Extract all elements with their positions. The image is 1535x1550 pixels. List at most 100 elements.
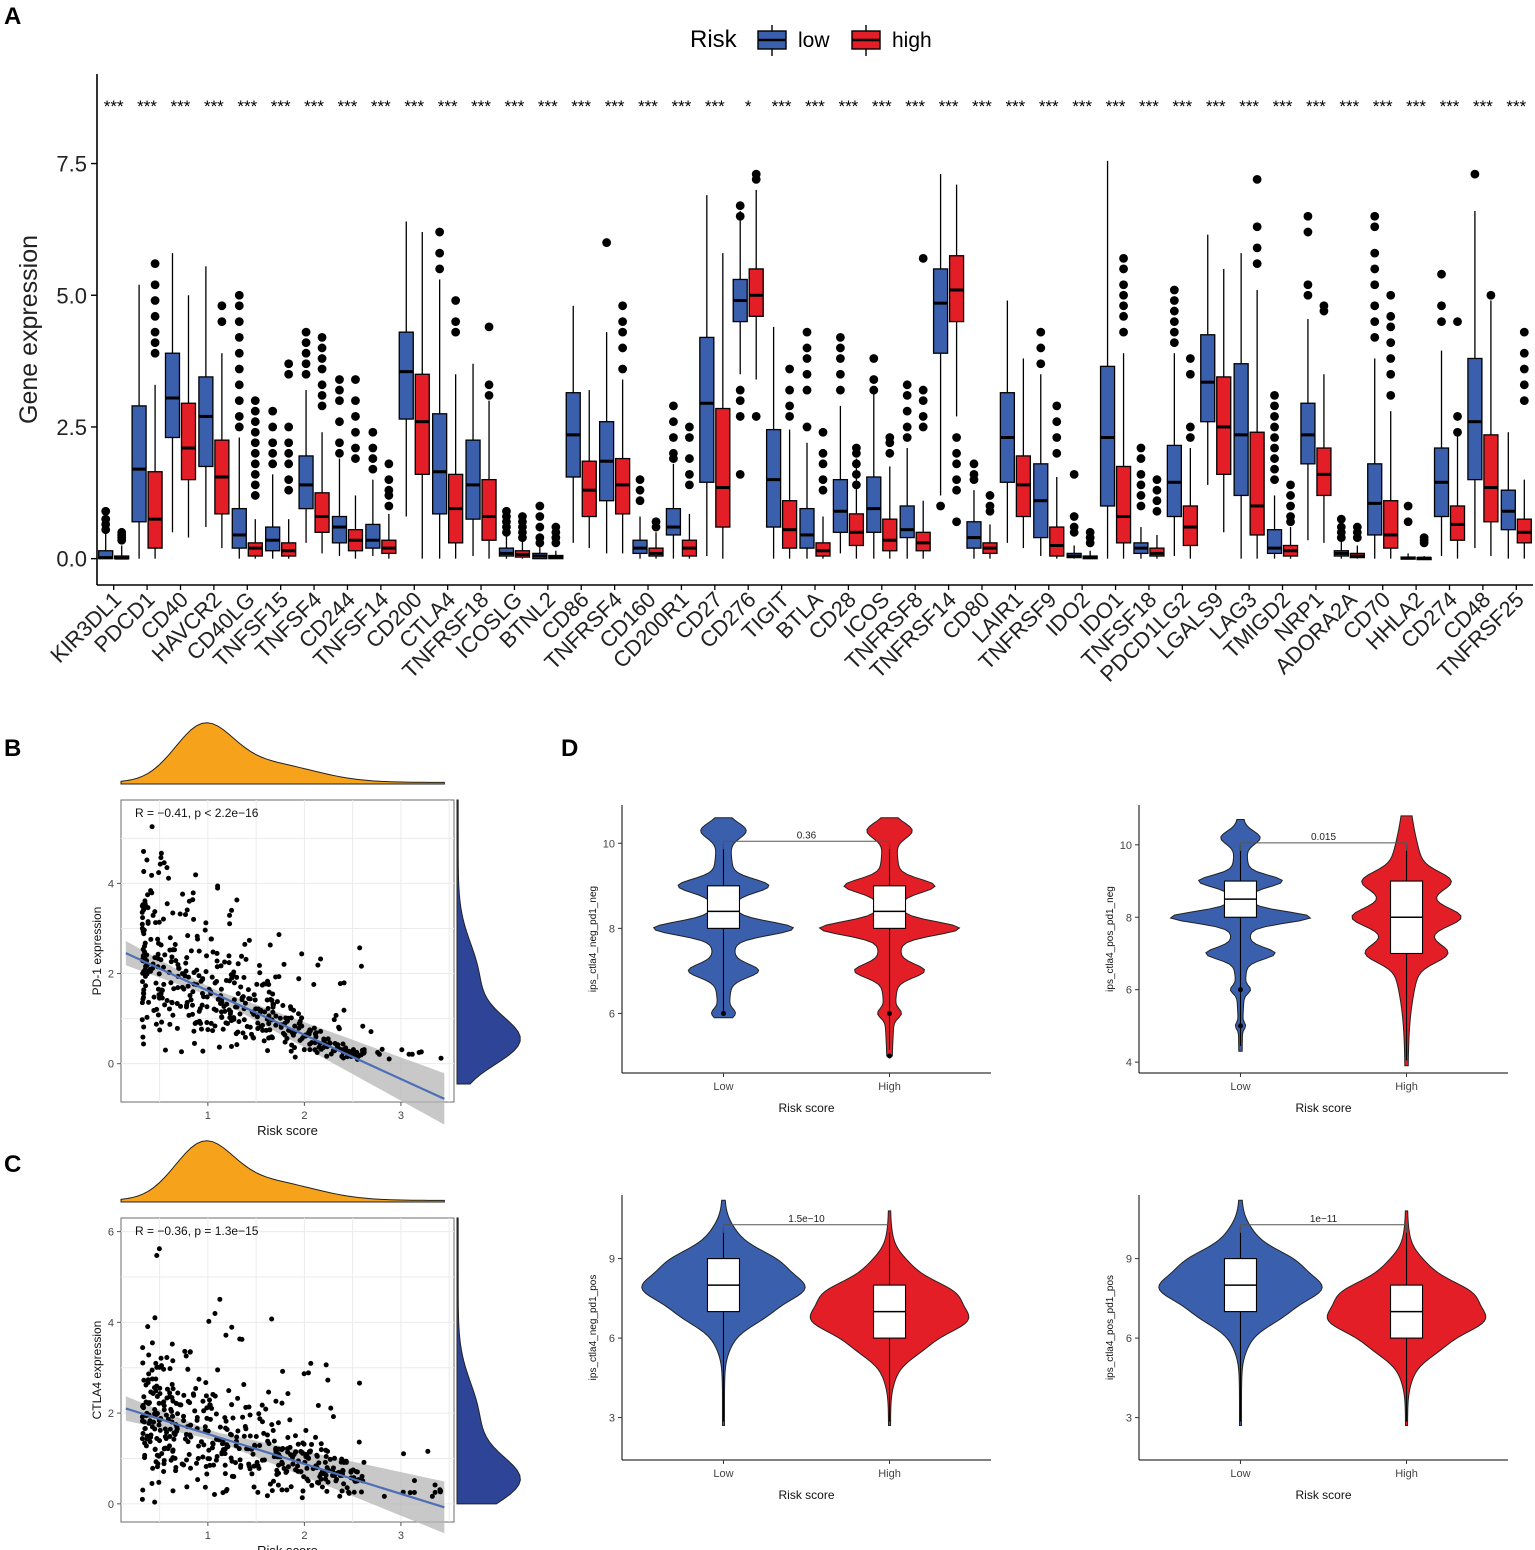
data-point <box>141 991 147 997</box>
data-point <box>141 869 147 875</box>
data-point <box>228 1043 234 1049</box>
violin-chart-d2: 4 6 8 10 Low High 0.015 Risk score ips_ctla4_pos… <box>1105 805 1508 1115</box>
outlier-point <box>335 385 344 395</box>
data-point <box>261 1430 267 1436</box>
data-point <box>246 937 252 943</box>
data-point <box>182 1436 188 1442</box>
data-point <box>194 1460 200 1466</box>
data-point <box>156 919 162 925</box>
data-point <box>312 1031 318 1037</box>
outlier-point <box>1136 501 1146 511</box>
outlier-point <box>902 406 912 416</box>
outlier-point <box>484 380 494 390</box>
data-point <box>328 1405 334 1411</box>
significance-label: *** <box>1072 97 1092 116</box>
significance-label: *** <box>371 97 391 116</box>
outlier-point <box>735 469 745 479</box>
outlier-point <box>1470 169 1480 179</box>
data-point <box>190 1391 196 1397</box>
outlier-point <box>851 480 861 490</box>
data-point <box>141 848 147 854</box>
data-point <box>191 1028 197 1034</box>
significance-label: *** <box>1005 97 1025 116</box>
data-point <box>240 994 246 1000</box>
data-point <box>161 1407 167 1413</box>
outlier-point <box>268 448 278 458</box>
data-point <box>184 955 190 961</box>
data-point <box>169 1341 175 1347</box>
data-point <box>251 992 257 998</box>
box-low-box <box>432 413 448 515</box>
data-point <box>305 1478 311 1484</box>
data-point <box>152 1407 158 1413</box>
data-point <box>173 958 179 964</box>
data-point <box>356 1439 362 1445</box>
outlier-point <box>384 475 394 485</box>
data-point <box>357 945 363 951</box>
data-point <box>189 1002 195 1008</box>
outlier-point <box>234 412 244 421</box>
outlier-point <box>1286 501 1295 511</box>
data-point <box>166 875 172 881</box>
data-point <box>278 1024 284 1030</box>
regression-line <box>125 952 445 1100</box>
box-high-box <box>180 402 197 481</box>
data-point <box>344 1485 350 1491</box>
data-point <box>203 1393 209 1399</box>
significance-label: *** <box>237 97 257 116</box>
data-point <box>295 1441 301 1447</box>
data-point <box>290 1461 296 1467</box>
outlier-point <box>1437 301 1446 311</box>
data-point <box>194 933 200 939</box>
outlier-point <box>685 480 694 490</box>
outlier-point <box>150 338 160 348</box>
data-point <box>437 1489 443 1495</box>
data-point <box>150 1465 156 1471</box>
outlier-point <box>1169 296 1179 305</box>
data-point <box>299 951 305 957</box>
data-point <box>159 1451 165 1457</box>
data-point <box>224 1442 230 1448</box>
data-point <box>228 972 234 978</box>
data-point <box>220 1490 226 1496</box>
data-point <box>213 1411 219 1417</box>
data-point <box>298 1469 304 1475</box>
data-point <box>148 936 154 942</box>
data-point <box>332 1455 338 1461</box>
data-point <box>236 1019 242 1025</box>
significance-label: *** <box>1139 97 1159 116</box>
data-point <box>358 963 364 969</box>
data-point <box>157 1391 163 1397</box>
data-point <box>227 921 233 927</box>
outlier-point <box>1286 491 1295 500</box>
outlier-point <box>268 406 278 416</box>
significance-label: * <box>745 97 752 116</box>
outlier-point <box>1136 480 1146 490</box>
significance-label: *** <box>1306 97 1326 116</box>
x-tick-label: 1 <box>205 1530 211 1542</box>
data-point <box>146 999 152 1005</box>
significance-label: *** <box>805 97 825 116</box>
data-point <box>163 1412 169 1418</box>
data-point <box>318 1441 324 1447</box>
data-point <box>323 1454 329 1460</box>
data-point <box>214 950 220 956</box>
data-point <box>288 1484 294 1490</box>
outlier-point <box>1453 427 1462 437</box>
outlier-point <box>835 385 845 395</box>
data-point <box>226 953 232 959</box>
data-point <box>222 959 228 965</box>
data-point <box>233 1031 239 1037</box>
outlier-point <box>1270 443 1279 453</box>
data-point <box>164 865 170 871</box>
outlier-point <box>150 311 160 321</box>
box-high-box <box>147 471 163 549</box>
panel-label-c: C <box>4 1151 21 1178</box>
data-point <box>261 981 267 987</box>
data-point <box>266 1389 272 1395</box>
data-point <box>432 1482 438 1488</box>
y-tick-label: 3 <box>609 1413 615 1425</box>
data-point <box>184 1457 190 1463</box>
data-point <box>303 1451 309 1457</box>
outlier-point <box>335 438 344 448</box>
